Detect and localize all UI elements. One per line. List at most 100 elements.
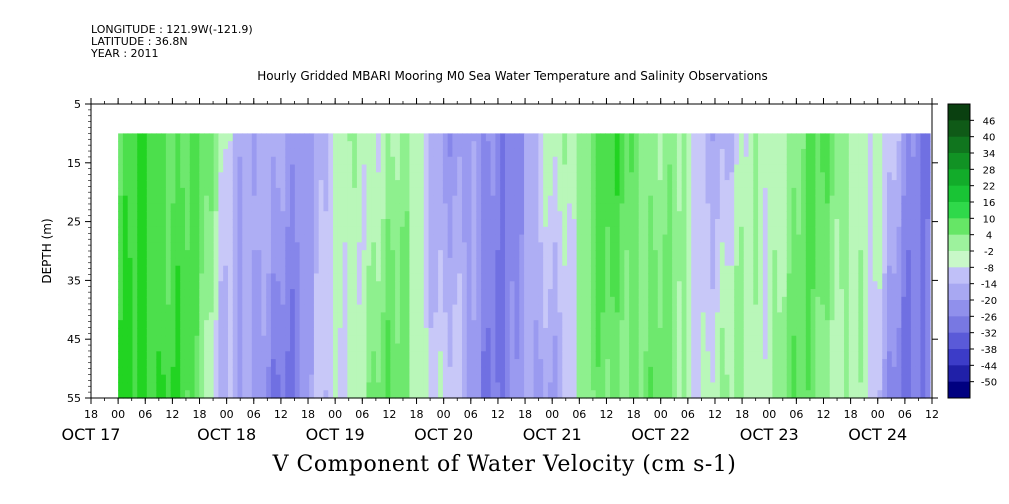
heatmap-cell bbox=[466, 211, 473, 220]
heatmap-cell bbox=[151, 172, 157, 181]
heatmap-cell bbox=[199, 335, 205, 345]
heatmap-cell bbox=[786, 133, 793, 142]
heatmap-cell bbox=[791, 390, 797, 399]
heatmap-cell bbox=[519, 374, 525, 384]
heatmap-cell bbox=[385, 335, 391, 345]
heatmap-cell bbox=[576, 351, 582, 360]
heatmap-cell bbox=[724, 211, 731, 220]
heatmap-cell bbox=[495, 265, 501, 275]
heatmap-cell bbox=[414, 234, 420, 243]
heatmap-cell bbox=[313, 304, 320, 313]
heatmap-cell bbox=[791, 156, 797, 166]
heatmap-cell bbox=[719, 164, 726, 173]
heatmap-cell bbox=[208, 390, 215, 399]
heatmap-cell bbox=[629, 382, 635, 391]
heatmap-cell bbox=[294, 164, 301, 173]
heatmap-cell bbox=[428, 211, 434, 220]
heatmap-cell bbox=[409, 273, 415, 282]
heatmap-cell bbox=[275, 289, 282, 298]
heatmap-cell bbox=[371, 187, 377, 197]
heatmap-cell bbox=[605, 172, 611, 181]
heatmap-cell bbox=[495, 242, 501, 251]
heatmap-cell bbox=[356, 296, 363, 306]
heatmap-cell bbox=[633, 195, 640, 205]
heatmap-cell bbox=[227, 250, 234, 259]
heatmap-cell bbox=[208, 382, 215, 391]
heatmap-cell bbox=[452, 164, 458, 173]
heatmap-cell bbox=[552, 374, 559, 384]
heatmap-cell bbox=[524, 359, 530, 368]
heatmap-cell bbox=[638, 390, 645, 399]
heatmap-cell bbox=[619, 304, 625, 313]
heatmap-cell bbox=[184, 304, 191, 313]
heatmap-cell bbox=[376, 343, 382, 352]
heatmap-cell bbox=[366, 257, 372, 267]
heatmap-cell bbox=[299, 273, 305, 282]
heatmap-cell bbox=[204, 141, 210, 150]
heatmap-cell bbox=[557, 265, 563, 275]
heatmap-cell bbox=[466, 374, 473, 384]
heatmap-cell bbox=[528, 148, 535, 158]
heatmap-cell bbox=[395, 327, 401, 337]
heatmap-cell bbox=[447, 156, 454, 166]
heatmap-cell bbox=[218, 366, 224, 376]
heatmap-cell bbox=[753, 211, 759, 220]
heatmap-cell bbox=[323, 180, 329, 189]
heatmap-cell bbox=[495, 219, 501, 228]
heatmap-cell bbox=[414, 281, 420, 290]
heatmap-cell bbox=[304, 195, 310, 205]
heatmap-cell bbox=[500, 250, 506, 259]
heatmap-cell bbox=[466, 273, 473, 282]
heatmap-cell bbox=[285, 250, 291, 259]
heatmap-cell bbox=[175, 133, 181, 142]
heatmap-cell bbox=[648, 382, 654, 391]
heatmap-cell bbox=[500, 359, 506, 368]
heatmap-cell bbox=[395, 366, 401, 376]
heatmap-cell bbox=[232, 211, 239, 220]
heatmap-cell bbox=[232, 327, 239, 337]
heatmap-cell bbox=[184, 351, 191, 360]
heatmap-cell bbox=[485, 304, 492, 313]
heatmap-cell bbox=[285, 265, 291, 275]
heatmap-cell bbox=[170, 304, 177, 313]
heatmap-cell bbox=[614, 265, 621, 275]
heatmap-cell bbox=[672, 359, 678, 368]
heatmap-cell bbox=[199, 390, 205, 399]
heatmap-cell bbox=[175, 304, 181, 313]
heatmap-cell bbox=[509, 156, 516, 166]
heatmap-cell bbox=[199, 234, 205, 243]
heatmap-cell bbox=[495, 226, 501, 236]
heatmap-cell bbox=[428, 320, 434, 329]
heatmap-cell bbox=[122, 296, 129, 306]
heatmap-cell bbox=[333, 133, 339, 142]
heatmap-cell bbox=[772, 265, 778, 275]
heatmap-cell bbox=[423, 219, 430, 228]
heatmap-cell bbox=[676, 327, 683, 337]
heatmap-cell bbox=[146, 390, 153, 399]
heatmap-cell bbox=[395, 195, 401, 205]
heatmap-cell bbox=[581, 343, 587, 352]
heatmap-cell bbox=[423, 351, 430, 360]
heatmap-cell bbox=[366, 242, 372, 251]
heatmap-cell bbox=[399, 133, 406, 142]
heatmap-cell bbox=[385, 327, 391, 337]
heatmap-cell bbox=[342, 382, 348, 391]
heatmap-cell bbox=[442, 390, 449, 399]
heatmap-cell bbox=[299, 281, 305, 290]
heatmap-cell bbox=[481, 226, 487, 236]
heatmap-cell bbox=[547, 312, 554, 321]
heatmap-cell bbox=[734, 289, 740, 298]
heatmap-cell bbox=[643, 141, 649, 150]
heatmap-cell bbox=[204, 390, 210, 399]
heatmap-cell bbox=[810, 296, 816, 306]
heatmap-cell bbox=[619, 390, 625, 399]
heatmap-cell bbox=[423, 281, 430, 290]
heatmap-cell bbox=[447, 148, 454, 158]
heatmap-cell bbox=[624, 257, 630, 267]
heatmap-cell bbox=[318, 343, 325, 352]
heatmap-cell bbox=[681, 141, 688, 150]
heatmap-cell bbox=[624, 250, 630, 259]
heatmap-cell bbox=[342, 187, 348, 197]
heatmap-cell bbox=[333, 195, 339, 205]
heatmap-cell bbox=[199, 172, 205, 181]
